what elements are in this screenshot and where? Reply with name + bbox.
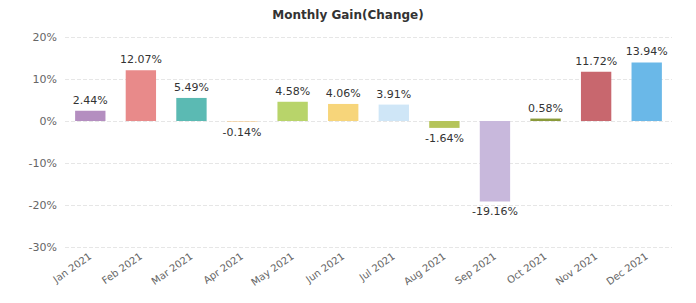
svg-text:Sep 2021: Sep 2021: [453, 250, 498, 286]
svg-text:3.91%: 3.91%: [376, 88, 411, 101]
svg-text:10%: 10%: [33, 73, 57, 86]
svg-text:-0.14%: -0.14%: [223, 126, 262, 139]
svg-text:0%: 0%: [40, 115, 57, 128]
svg-text:4.58%: 4.58%: [275, 85, 310, 98]
svg-text:Apr 2021: Apr 2021: [201, 250, 245, 285]
svg-text:13.94%: 13.94%: [626, 45, 668, 58]
svg-text:11.72%: 11.72%: [575, 55, 617, 68]
svg-text:5.49%: 5.49%: [174, 81, 209, 94]
svg-text:Monthly Gain(Change): Monthly Gain(Change): [272, 8, 423, 22]
svg-text:Nov 2021: Nov 2021: [554, 250, 600, 287]
svg-text:Aug 2021: Aug 2021: [402, 250, 448, 287]
svg-text:Jul 2021: Jul 2021: [356, 250, 396, 283]
svg-text:Jan 2021: Jan 2021: [50, 250, 93, 285]
svg-text:-30%: -30%: [29, 241, 57, 254]
svg-text:-10%: -10%: [29, 157, 57, 170]
svg-text:Oct 2021: Oct 2021: [505, 250, 549, 285]
svg-text:-20%: -20%: [29, 199, 57, 212]
svg-text:-1.64%: -1.64%: [425, 132, 464, 145]
svg-text:4.06%: 4.06%: [326, 87, 361, 100]
svg-text:20%: 20%: [33, 31, 57, 44]
svg-text:May 2021: May 2021: [249, 250, 296, 287]
svg-text:2.44%: 2.44%: [73, 94, 108, 107]
svg-text:Feb 2021: Feb 2021: [100, 250, 144, 286]
svg-text:0.58%: 0.58%: [528, 102, 563, 115]
svg-text:-19.16%: -19.16%: [472, 205, 518, 218]
svg-text:12.07%: 12.07%: [120, 53, 162, 66]
svg-text:Mar 2021: Mar 2021: [149, 250, 194, 286]
svg-text:Jun 2021: Jun 2021: [303, 250, 346, 285]
svg-text:Dec 2021: Dec 2021: [604, 250, 650, 287]
